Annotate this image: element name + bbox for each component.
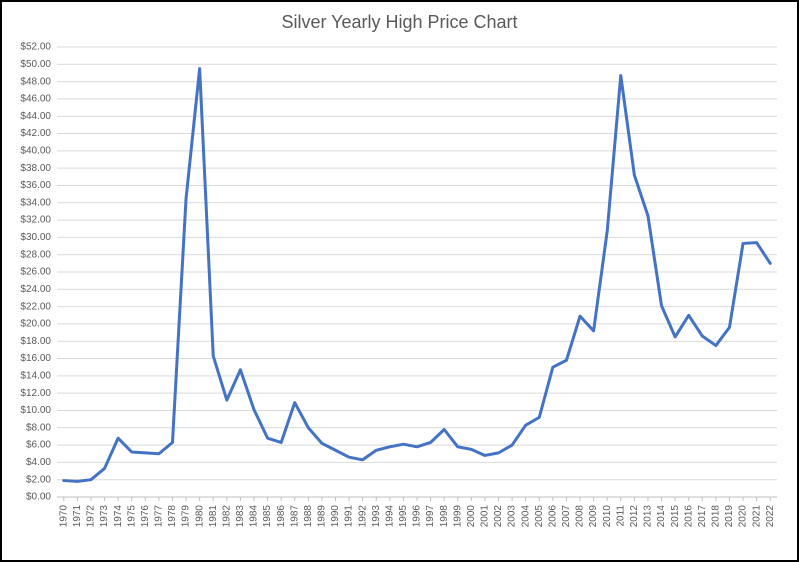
y-tick-label: $26.00 — [20, 267, 51, 278]
x-tick-label: 2010 — [602, 505, 613, 528]
y-tick-label: $42.00 — [20, 128, 51, 139]
y-tick-label: $16.00 — [20, 353, 51, 364]
y-tick-label: $36.00 — [20, 180, 51, 191]
x-tick-label: 1985 — [262, 505, 273, 528]
y-tick-label: $8.00 — [26, 422, 51, 433]
x-tick-label: 1970 — [58, 505, 69, 528]
plot-area: $0.00$2.00$4.00$6.00$8.00$10.00$12.00$14… — [57, 47, 777, 497]
y-tick-label: $48.00 — [20, 76, 51, 87]
y-tick-label: $28.00 — [20, 249, 51, 260]
x-tick-label: 1997 — [425, 505, 436, 528]
x-tick-label: 2014 — [656, 505, 667, 528]
chart-container: Silver Yearly High Price Chart $0.00$2.0… — [0, 0, 799, 562]
x-tick-label: 2006 — [547, 505, 558, 528]
x-tick-label: 2000 — [466, 505, 477, 528]
x-tick-label: 1986 — [276, 505, 287, 528]
x-tick-label: 1972 — [86, 505, 97, 528]
x-tick-label: 2022 — [765, 505, 776, 528]
x-tick-label: 2011 — [615, 505, 626, 527]
x-tick-label: 1973 — [99, 505, 110, 528]
y-tick-label: $2.00 — [26, 474, 51, 485]
x-tick-label: 2005 — [534, 505, 545, 528]
x-tick-label: 1999 — [452, 505, 463, 528]
x-tick-label: 1975 — [126, 505, 137, 528]
x-tick-label: 2016 — [683, 505, 694, 528]
x-tick-label: 2007 — [561, 505, 572, 528]
x-tick-label: 2003 — [507, 505, 518, 528]
x-tick-label: 1982 — [221, 505, 232, 528]
x-tick-label: 1983 — [235, 505, 246, 528]
x-tick-label: 2001 — [480, 505, 491, 528]
y-tick-label: $12.00 — [20, 388, 51, 399]
y-tick-label: $44.00 — [20, 111, 51, 122]
x-tick-label: 1993 — [371, 505, 382, 528]
x-tick-label: 1974 — [113, 505, 124, 528]
x-tick-label: 1994 — [384, 505, 395, 528]
y-tick-label: $22.00 — [20, 301, 51, 312]
x-tick-label: 1979 — [181, 505, 192, 528]
y-tick-label: $30.00 — [20, 232, 51, 243]
y-tick-label: $20.00 — [20, 319, 51, 330]
x-tick-label: 1991 — [344, 505, 355, 528]
x-tick-label: 2012 — [629, 505, 640, 528]
x-tick-label: 2008 — [575, 505, 586, 528]
x-tick-label: 1989 — [317, 505, 328, 528]
chart-svg: $0.00$2.00$4.00$6.00$8.00$10.00$12.00$14… — [57, 47, 777, 497]
x-tick-label: 2017 — [697, 505, 708, 528]
x-tick-label: 2009 — [588, 505, 599, 528]
price-series-line — [64, 69, 770, 482]
x-tick-label: 2019 — [724, 505, 735, 528]
x-tick-label: 1981 — [208, 505, 219, 528]
chart-title: Silver Yearly High Price Chart — [2, 12, 797, 33]
x-tick-label: 2013 — [643, 505, 654, 528]
y-tick-label: $40.00 — [20, 145, 51, 156]
y-tick-label: $32.00 — [20, 215, 51, 226]
x-tick-label: 1978 — [167, 505, 178, 528]
y-tick-label: $18.00 — [20, 336, 51, 347]
y-tick-label: $0.00 — [26, 492, 51, 503]
y-tick-label: $4.00 — [26, 457, 51, 468]
x-tick-label: 1984 — [249, 505, 260, 528]
y-tick-label: $46.00 — [20, 94, 51, 105]
x-tick-label: 1971 — [72, 505, 83, 528]
x-tick-label: 1976 — [140, 505, 151, 528]
x-tick-label: 2018 — [711, 505, 722, 528]
y-tick-label: $14.00 — [20, 370, 51, 381]
y-tick-label: $10.00 — [20, 405, 51, 416]
y-tick-label: $6.00 — [26, 440, 51, 451]
y-tick-label: $38.00 — [20, 163, 51, 174]
x-tick-label: 1995 — [398, 505, 409, 528]
x-tick-label: 1980 — [194, 505, 205, 528]
x-tick-label: 2020 — [738, 505, 749, 528]
x-tick-label: 1998 — [439, 505, 450, 528]
x-tick-label: 1996 — [412, 505, 423, 528]
y-tick-label: $34.00 — [20, 197, 51, 208]
x-tick-label: 1988 — [303, 505, 314, 528]
x-tick-label: 2021 — [751, 505, 762, 528]
y-tick-label: $50.00 — [20, 59, 51, 70]
x-tick-label: 1990 — [330, 505, 341, 528]
x-tick-label: 2015 — [670, 505, 681, 528]
y-tick-label: $52.00 — [20, 42, 51, 53]
x-tick-label: 1992 — [357, 505, 368, 528]
x-tick-label: 1987 — [289, 505, 300, 528]
y-tick-label: $24.00 — [20, 284, 51, 295]
x-tick-label: 2002 — [493, 505, 504, 528]
x-tick-label: 2004 — [520, 505, 531, 528]
x-tick-label: 1977 — [154, 505, 165, 528]
